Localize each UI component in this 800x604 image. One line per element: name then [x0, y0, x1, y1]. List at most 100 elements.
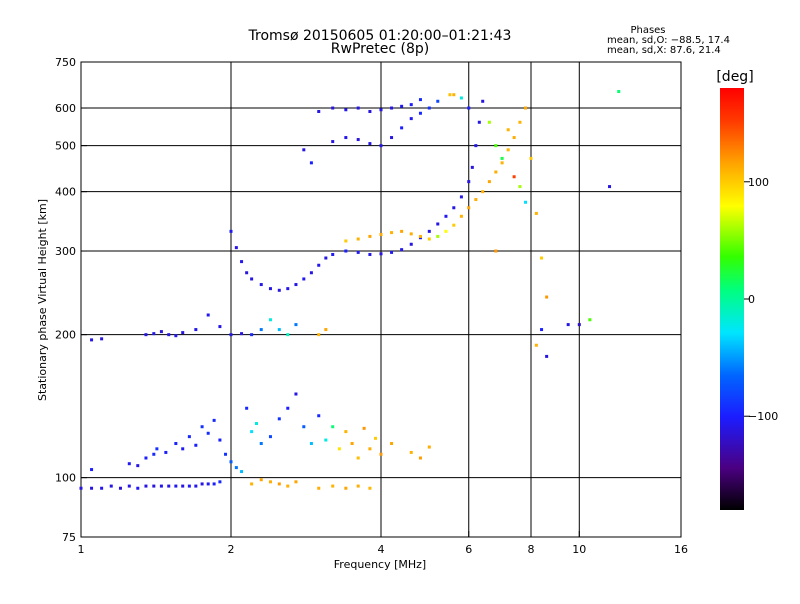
series-1	[90, 392, 431, 474]
data-point	[254, 422, 258, 426]
data-point	[277, 417, 281, 421]
data-point	[344, 136, 348, 140]
x-axis-label: Frequency [MHz]	[334, 558, 426, 571]
data-point	[390, 231, 394, 235]
data-point	[194, 328, 198, 332]
data-point	[344, 239, 348, 243]
data-point	[487, 180, 491, 184]
data-point	[400, 248, 404, 252]
data-point	[356, 237, 360, 241]
data-point	[127, 462, 131, 466]
data-point	[159, 484, 163, 488]
data-point	[218, 438, 222, 442]
data-point	[427, 445, 431, 449]
data-point	[268, 318, 272, 322]
data-point	[317, 414, 321, 418]
data-point	[324, 256, 328, 260]
data-point	[362, 426, 366, 430]
data-point	[356, 484, 360, 488]
data-point	[459, 214, 463, 218]
data-point	[344, 249, 348, 253]
data-point	[356, 106, 360, 110]
y-tick-label: 600	[55, 102, 76, 115]
data-point	[474, 144, 478, 148]
data-point	[448, 93, 452, 97]
data-point	[152, 484, 156, 488]
data-point	[277, 288, 281, 292]
data-point	[294, 480, 298, 484]
data-point	[167, 484, 171, 488]
data-point	[400, 229, 404, 233]
data-point	[374, 436, 378, 440]
x-axis: 1 2 4 6 8 10 16	[78, 531, 688, 556]
data-point	[452, 93, 456, 97]
data-point	[250, 333, 254, 337]
data-point	[218, 325, 222, 329]
data-point	[518, 120, 522, 124]
data-point	[187, 435, 191, 439]
data-point	[136, 486, 140, 490]
colorbar-tick-label: −100	[748, 410, 778, 423]
colorbar-ticks: 100 0 −100	[744, 176, 778, 423]
data-point	[444, 214, 448, 218]
data-point	[331, 140, 335, 144]
colorbar-tick-label: 100	[748, 176, 769, 189]
data-point	[144, 456, 148, 460]
data-point	[317, 109, 321, 113]
data-points	[79, 90, 621, 490]
series-2	[250, 478, 372, 490]
data-point	[566, 323, 570, 327]
data-point	[608, 185, 612, 189]
data-point	[379, 233, 383, 237]
data-point	[409, 232, 413, 236]
data-point	[144, 484, 148, 488]
data-point	[512, 175, 516, 179]
data-point	[506, 128, 510, 132]
data-point	[337, 447, 341, 451]
data-point	[331, 252, 335, 256]
data-point	[481, 99, 485, 103]
data-point	[194, 484, 198, 488]
data-point	[240, 260, 244, 264]
x-tick-label: 10	[572, 543, 586, 556]
data-point	[427, 106, 431, 110]
data-point	[524, 106, 528, 110]
colorbar-tick-label: 0	[748, 293, 755, 306]
data-point	[234, 466, 238, 470]
data-point	[90, 486, 94, 490]
y-tick-label: 750	[55, 56, 76, 69]
data-point	[459, 96, 463, 100]
data-point	[379, 144, 383, 148]
series-3	[90, 313, 328, 342]
data-point	[181, 484, 185, 488]
data-point	[545, 295, 549, 299]
data-point	[286, 484, 290, 488]
series-0	[79, 480, 222, 490]
x-tick-label: 4	[378, 543, 385, 556]
data-point	[418, 98, 422, 102]
data-point	[212, 418, 216, 422]
data-point	[159, 330, 163, 334]
data-point	[317, 263, 321, 267]
data-point	[588, 318, 592, 322]
data-point	[368, 234, 372, 238]
data-point	[245, 271, 249, 275]
data-point	[224, 452, 228, 456]
data-point	[268, 287, 272, 291]
data-point	[324, 438, 328, 442]
data-point	[259, 442, 263, 446]
series-7	[448, 90, 621, 358]
data-point	[344, 486, 348, 490]
data-point	[400, 126, 404, 130]
data-point	[444, 229, 448, 233]
data-point	[577, 323, 581, 327]
data-point	[127, 484, 131, 488]
data-point	[494, 170, 498, 174]
data-point	[427, 229, 431, 233]
data-point	[309, 271, 313, 275]
data-point	[494, 249, 498, 253]
data-point	[317, 486, 321, 490]
data-point	[187, 484, 191, 488]
stats-x-mode: mean, sd,X: 87.6, 21.4	[607, 45, 721, 56]
series-4	[229, 99, 485, 292]
